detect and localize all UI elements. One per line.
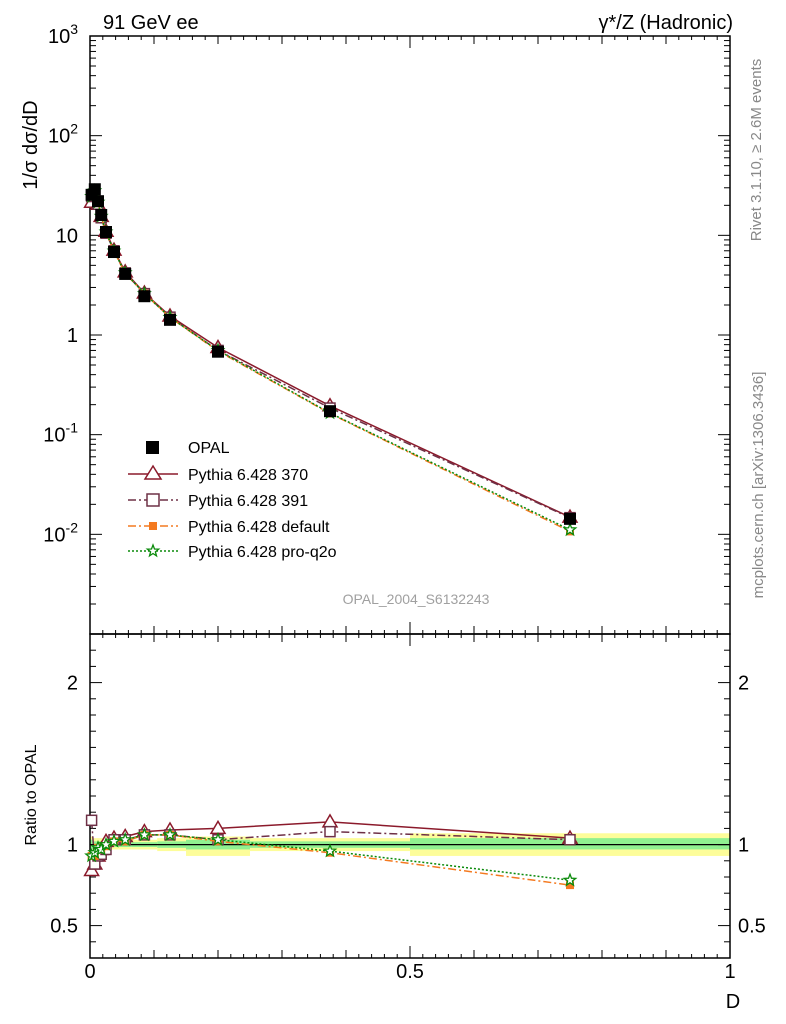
legend-label-391: Pythia 6.428 391 [188, 493, 308, 510]
ratio-y-tick-label: 2 [67, 673, 78, 695]
main-y-tick-label: 102 [48, 121, 78, 148]
main-y-tick-label: 1 [67, 325, 78, 347]
main-series-0 [85, 183, 576, 525]
legend-label-default: Pythia 6.428 default [188, 519, 330, 536]
ratio-point-3 [98, 836, 114, 852]
legend-marker-391 [146, 493, 160, 507]
main-point-0 [138, 290, 151, 303]
main-y-tick-label: 103 [48, 21, 78, 48]
main-y-tick-label: 10 [56, 225, 78, 247]
ratio-y-axis-label: Ratio to OPAL [23, 744, 40, 845]
main-series-4 [84, 182, 578, 537]
main-series-1 [83, 186, 579, 523]
ratio-y-tick-label: 0.5 [50, 916, 78, 938]
ratio-point-3 [117, 831, 133, 847]
ratio-frame [89, 633, 731, 959]
axes-frames [89, 35, 731, 959]
ratio-point-3 [210, 831, 226, 847]
main-point-4 [562, 521, 578, 537]
header-left: 91 GeV ee [103, 12, 199, 34]
ratio-y-tick-label-right: 0.5 [738, 916, 766, 938]
ratio-point-1 [85, 814, 98, 827]
ratio-point-3 [322, 843, 338, 858]
main-line-2 [91, 193, 571, 519]
legend: OPAL Pythia 6.428 370 Pythia 6.428 391 P… [128, 440, 337, 561]
main-frame [89, 35, 731, 635]
main-y-tick-label: 10-2 [43, 519, 78, 546]
main-line-1 [90, 192, 571, 518]
main-y-tick-label: 10-1 [43, 420, 78, 447]
ratio-y-tick-label-right: 1 [738, 835, 749, 857]
ratio-point-1 [564, 833, 576, 846]
legend-label-opal: OPAL [188, 440, 230, 457]
ratio-point-2 [566, 881, 574, 890]
ratio-y-tick-label: 1 [67, 835, 78, 857]
main-point-0 [108, 246, 120, 259]
ratio-series-3 [84, 827, 578, 887]
legend-marker-proq2o [145, 543, 161, 558]
ratio-point-0 [321, 813, 339, 828]
analysis-watermark: OPAL_2004_S6132243 [343, 591, 490, 607]
main-point-0 [88, 183, 101, 196]
x-tick-label: 0.5 [396, 961, 424, 983]
mcplots-credit-text: mcplots.cern.ch [arXiv:1306.3436] [750, 372, 767, 599]
x-tick-label: 0 [84, 961, 95, 983]
ratio-point-3 [136, 827, 152, 842]
main-y-axis-label: 1/σ dσ/dD [20, 100, 42, 189]
ratio-point-3 [562, 872, 578, 887]
x-tick-label: 1 [724, 961, 735, 983]
legend-marker-370 [143, 464, 163, 480]
ratio-point-1 [324, 825, 336, 838]
main-point-0 [564, 512, 576, 525]
main-series-3 [87, 188, 574, 536]
main-point-0 [119, 267, 132, 280]
ratio-point-3 [162, 827, 178, 842]
ratio-y-tick-label-right: 2 [738, 673, 749, 695]
header-right: γ*/Z (Hadronic) [599, 12, 733, 34]
legend-label-proq2o: Pythia 6.428 pro-q2o [188, 544, 337, 561]
ratio-line-2 [91, 834, 571, 886]
main-point-0 [324, 405, 336, 418]
main-point-0 [212, 345, 224, 358]
legend-marker-opal [146, 441, 159, 454]
main-point-0 [164, 313, 176, 326]
main-point-0 [92, 195, 104, 208]
main-point-0 [100, 226, 112, 239]
main-line-3 [91, 190, 571, 533]
series-layer [83, 182, 579, 890]
main-line-4 [90, 188, 571, 531]
legend-marker-default [149, 522, 157, 530]
rivet-version-text: Rivet 3.1.10, ≥ 2.6M events [748, 59, 765, 242]
main-series-2 [85, 189, 576, 524]
main-point-0 [95, 208, 108, 221]
legend-label-370: Pythia 6.428 370 [188, 467, 308, 484]
ratio-point-3 [106, 833, 122, 848]
x-axis-label: D [726, 991, 740, 1013]
